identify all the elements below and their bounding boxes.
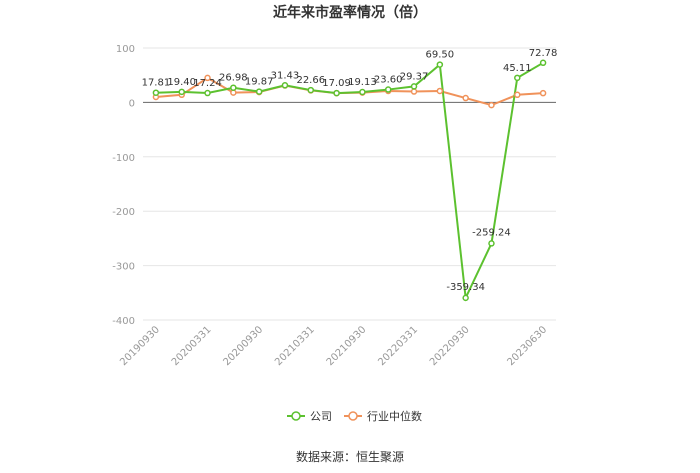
data-point bbox=[539, 89, 547, 97]
x-tick-label: 20200930 bbox=[222, 324, 266, 368]
legend-label: 行业中位数 bbox=[367, 409, 422, 423]
data-point bbox=[436, 87, 444, 95]
legend-label: 公司 bbox=[310, 410, 332, 423]
y-tick-label: 100 bbox=[116, 44, 135, 55]
y-tick-label: -100 bbox=[112, 153, 135, 164]
data-point bbox=[178, 88, 185, 96]
data-point bbox=[204, 89, 211, 97]
data-label: 17.24 bbox=[193, 78, 222, 89]
data-label: 19.13 bbox=[348, 77, 377, 88]
legend[interactable]: 公司 行业中位数 bbox=[287, 409, 422, 423]
data-point bbox=[204, 74, 211, 82]
y-tick-label: -200 bbox=[112, 207, 135, 218]
data-point bbox=[384, 86, 392, 93]
data-point bbox=[281, 82, 289, 89]
data-point bbox=[488, 101, 495, 109]
y-tick-label: 0 bbox=[129, 98, 135, 109]
data-point bbox=[462, 94, 469, 102]
data-point bbox=[255, 88, 263, 95]
y-tick-label: -300 bbox=[112, 262, 135, 273]
data-point bbox=[488, 240, 495, 247]
data-label: 72.78 bbox=[529, 48, 558, 59]
data-label: 26.98 bbox=[219, 73, 248, 84]
data-label: 19.87 bbox=[245, 77, 274, 88]
x-tick-label: 20220331 bbox=[376, 324, 420, 368]
y-tick-label: -400 bbox=[112, 316, 135, 327]
data-label: 29.37 bbox=[400, 71, 429, 82]
data-label: 31.43 bbox=[271, 70, 300, 81]
data-label: -359.34 bbox=[446, 282, 485, 293]
x-tick-label: 20230630 bbox=[505, 324, 549, 368]
legend-swatch-marker bbox=[291, 411, 301, 421]
x-tick-label: 20190930 bbox=[118, 324, 162, 368]
x-tick-label: 20220930 bbox=[428, 324, 472, 368]
data-point bbox=[410, 88, 418, 95]
series-layer: 17.8119.4017.2426.9819.8731.4322.6617.09… bbox=[142, 48, 558, 302]
data-point bbox=[514, 74, 521, 82]
data-label: 45.11 bbox=[503, 63, 532, 74]
y-axis: 100 0 -100 -200 -300 -400 bbox=[112, 44, 135, 327]
data-label: 22.66 bbox=[296, 75, 325, 86]
data-point bbox=[230, 84, 237, 91]
data-point bbox=[152, 89, 160, 96]
data-label: 19.40 bbox=[167, 77, 196, 88]
data-label: 69.50 bbox=[426, 50, 455, 61]
source-note: 数据来源：恒生聚源 bbox=[296, 449, 404, 464]
data-label: 17.81 bbox=[142, 78, 171, 89]
x-tick-label: 20210331 bbox=[273, 324, 317, 368]
data-point bbox=[307, 86, 315, 94]
series-line-company bbox=[155, 61, 544, 302]
legend-swatch-marker bbox=[348, 411, 358, 421]
data-point bbox=[359, 88, 366, 96]
grid bbox=[143, 47, 556, 321]
x-tick-label: 20200331 bbox=[170, 324, 214, 368]
x-tick-label: 20210930 bbox=[325, 324, 369, 368]
data-point bbox=[410, 83, 418, 90]
data-point bbox=[462, 294, 469, 302]
data-label: -259.24 bbox=[472, 227, 511, 238]
chart-title: 近年来市盈率情况（倍） bbox=[273, 4, 427, 21]
data-label: 23.60 bbox=[374, 75, 403, 86]
data-point bbox=[539, 59, 547, 67]
data-point bbox=[514, 91, 521, 99]
data-point bbox=[333, 89, 340, 97]
data-point bbox=[436, 61, 444, 68]
data-label: 17.09 bbox=[322, 78, 351, 89]
x-axis: 20190930 20200331 20200930 20210331 20210930… bbox=[118, 324, 549, 368]
